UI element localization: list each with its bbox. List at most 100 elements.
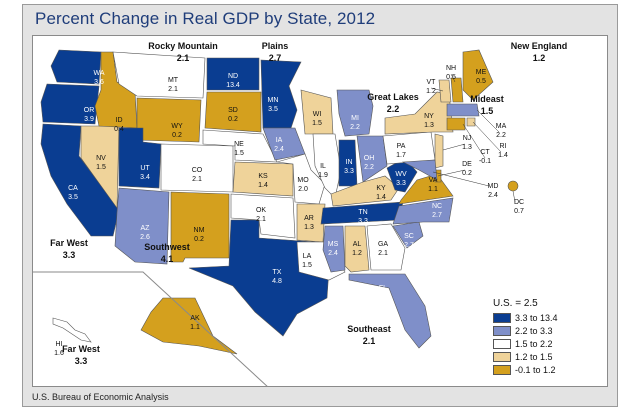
state-value-nh: 0.5 bbox=[446, 74, 456, 81]
state-value-al: 1.2 bbox=[352, 250, 362, 257]
inset-divider bbox=[33, 271, 268, 386]
state-value-ks: 1.4 bbox=[258, 182, 268, 189]
legend-label: 1.2 to 1.5 bbox=[515, 352, 553, 362]
state-label-nm: NM bbox=[194, 227, 205, 234]
state-shape-ar bbox=[296, 203, 326, 243]
state-label-id: ID bbox=[116, 117, 123, 124]
page-title: Percent Change in Real GDP by State, 201… bbox=[35, 9, 376, 28]
state-shape-wy bbox=[136, 97, 202, 143]
state-label-la: LA bbox=[303, 253, 312, 260]
state-shape-vt bbox=[438, 79, 452, 103]
state-value-md: 2.4 bbox=[488, 192, 498, 199]
region-value-far-west-main: 3.3 bbox=[63, 250, 76, 260]
state-label-nv: NV bbox=[96, 155, 106, 162]
leader-line bbox=[442, 143, 466, 151]
state-label-ct: CT bbox=[480, 149, 490, 156]
state-value-de: 0.2 bbox=[462, 170, 472, 177]
state-label-il: IL bbox=[320, 163, 326, 170]
legend-swatch bbox=[493, 313, 511, 323]
leader-line bbox=[432, 171, 490, 187]
state-shape-dc bbox=[507, 180, 519, 192]
state-label-ky: KY bbox=[376, 185, 386, 192]
state-value-or: 3.9 bbox=[84, 116, 94, 123]
state-shape-mi bbox=[336, 89, 374, 137]
state-label-tn: TN bbox=[358, 209, 367, 216]
state-value-me: 0.5 bbox=[476, 78, 486, 85]
state-value-pa: 1.7 bbox=[396, 152, 406, 159]
state-label-sc: SC bbox=[404, 233, 414, 240]
legend-label: 2.2 to 3.3 bbox=[515, 326, 553, 336]
leader-line bbox=[462, 123, 486, 159]
state-label-in: IN bbox=[346, 159, 353, 166]
legend-item: 1.2 to 1.5 bbox=[493, 351, 603, 363]
legend-item: 1.5 to 2.2 bbox=[493, 338, 603, 350]
state-value-ia: 2.4 bbox=[274, 146, 284, 153]
state-label-ak: AK bbox=[190, 315, 200, 322]
state-value-ct: -0.1 bbox=[479, 158, 491, 165]
state-label-pa: PA bbox=[397, 143, 406, 150]
state-label-nd: ND bbox=[228, 73, 238, 80]
state-value-dc: 0.7 bbox=[514, 208, 524, 215]
region-name-plains: Plains bbox=[262, 41, 289, 51]
state-shape-ks bbox=[232, 161, 294, 197]
state-label-ca: CA bbox=[68, 185, 78, 192]
state-shape-wa bbox=[50, 49, 102, 85]
region-name-southeast: Southeast bbox=[347, 324, 391, 334]
state-label-de: DE bbox=[462, 161, 472, 168]
state-value-ma: 2.2 bbox=[496, 132, 506, 139]
region-value-great-lakes: 2.2 bbox=[387, 104, 400, 114]
leader-line bbox=[472, 121, 502, 153]
state-value-wv: 3.3 bbox=[396, 180, 406, 187]
leader-line bbox=[476, 109, 500, 133]
region-value-far-west-inset: 3.3 bbox=[75, 356, 88, 366]
region-name-new-england: New England bbox=[511, 41, 568, 51]
state-label-or: OR bbox=[84, 107, 95, 114]
state-label-fl: FL bbox=[379, 285, 387, 292]
state-label-me: ME bbox=[476, 69, 487, 76]
state-label-tx: TX bbox=[273, 269, 282, 276]
state-value-ca: 3.5 bbox=[68, 194, 78, 201]
state-label-ny: NY bbox=[424, 113, 434, 120]
state-shape-pa bbox=[382, 131, 436, 165]
region-value-southwest: 4.1 bbox=[161, 254, 174, 264]
region-value-southeast: 2.1 bbox=[363, 336, 376, 346]
state-value-wy: 0.2 bbox=[172, 132, 182, 139]
state-label-hi: HI bbox=[56, 341, 63, 348]
state-shape-mo bbox=[276, 153, 326, 205]
state-shape-ne bbox=[202, 129, 278, 163]
state-value-id: 0.4 bbox=[114, 126, 124, 133]
state-label-mi: MI bbox=[351, 115, 359, 122]
state-value-hi: 1.6 bbox=[54, 350, 64, 357]
state-label-wv: WV bbox=[395, 171, 407, 178]
state-value-wi: 1.5 bbox=[312, 120, 322, 127]
state-label-wy: WY bbox=[171, 123, 183, 130]
state-value-ak: 1.1 bbox=[190, 324, 200, 331]
state-value-ut: 3.4 bbox=[140, 174, 150, 181]
state-value-mn: 3.5 bbox=[268, 106, 278, 113]
state-label-az: AZ bbox=[141, 225, 151, 232]
state-value-ne: 1.5 bbox=[234, 150, 244, 157]
state-value-nm: 0.2 bbox=[194, 236, 204, 243]
state-shape-al bbox=[344, 225, 370, 273]
state-label-ks: KS bbox=[258, 173, 268, 180]
legend-swatch bbox=[493, 352, 511, 362]
leader-line bbox=[430, 87, 444, 92]
figure-frame: Percent Change in Real GDP by State, 201… bbox=[22, 4, 618, 407]
state-label-ok: OK bbox=[256, 207, 266, 214]
state-value-ky: 1.4 bbox=[376, 194, 386, 201]
state-shape-sc bbox=[392, 221, 424, 249]
region-value-mideast: 1.5 bbox=[481, 106, 494, 116]
state-shape-or bbox=[40, 83, 100, 125]
state-shape-nd bbox=[206, 57, 260, 91]
state-shape-ga bbox=[366, 223, 406, 271]
state-label-ga: GA bbox=[378, 241, 388, 248]
region-name-great-lakes: Great Lakes bbox=[367, 92, 419, 102]
state-shape-ca bbox=[40, 123, 120, 237]
region-name-mideast: Mideast bbox=[470, 94, 504, 104]
state-label-sd: SD bbox=[228, 107, 238, 114]
leader-line bbox=[437, 169, 466, 177]
legend-item: 2.2 to 3.3 bbox=[493, 325, 603, 337]
region-name-rocky-mountain: Rocky Mountain bbox=[148, 41, 218, 51]
state-value-in: 3.3 bbox=[344, 168, 354, 175]
state-label-nh: NH bbox=[446, 65, 456, 72]
